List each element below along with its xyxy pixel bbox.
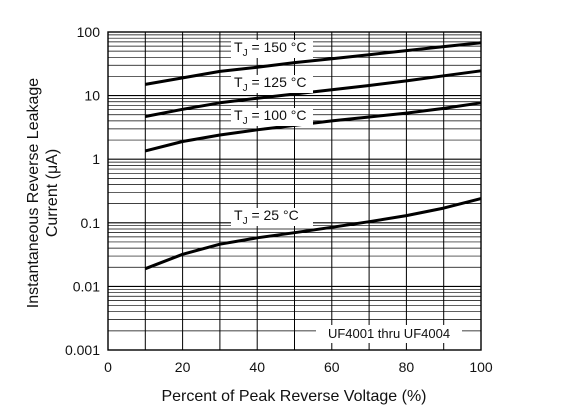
y-tick-label: 100 xyxy=(77,24,101,40)
y-axis-title-line2: Current (μA) xyxy=(44,149,61,237)
curves xyxy=(144,41,482,271)
series-label-3: TJ = 25 °C xyxy=(234,207,299,227)
x-tick-label: 100 xyxy=(469,359,493,375)
device-note: UF4001 thru UF4004 xyxy=(328,326,450,341)
axes: 0.001 0.01 0.1 1 10 100 0 20 40 60 80 100 xyxy=(65,24,493,375)
series-label-1: TJ = 125 °C xyxy=(234,74,306,94)
x-tick-label: 40 xyxy=(249,359,265,375)
x-tick-label: 80 xyxy=(399,359,415,375)
curve-label-bg xyxy=(231,75,313,93)
y-axis-title-line1: Instantaneous Reverse Leakage xyxy=(25,78,42,308)
curve-label-bg xyxy=(231,108,313,126)
labels: TJ = 150 °C TJ = 125 °C TJ = 100 °C TJ = 25… xyxy=(231,39,462,343)
series-curve-0 xyxy=(145,41,482,86)
grid xyxy=(107,32,482,351)
series-curve-1 xyxy=(145,69,482,118)
note-bg xyxy=(316,325,462,343)
curve-label-bg xyxy=(231,208,313,226)
series-label-2: TJ = 100 °C xyxy=(234,107,306,127)
curve-label-bg xyxy=(231,40,313,58)
y-tick-label: 0.01 xyxy=(73,278,100,294)
series-label-0: TJ = 150 °C xyxy=(234,39,306,59)
x-tick-label: 60 xyxy=(324,359,340,375)
y-tick-label: 1 xyxy=(92,151,100,167)
series-curve-3 xyxy=(144,197,482,271)
x-tick-label: 0 xyxy=(104,359,112,375)
y-tick-label: 10 xyxy=(84,88,100,104)
x-tick-label: 20 xyxy=(175,359,191,375)
y-tick-label: 0.1 xyxy=(81,215,101,231)
x-axis-title: Percent of Peak Reverse Voltage (%) xyxy=(161,388,426,405)
y-tick-label: 0.001 xyxy=(65,342,100,358)
series-curve-2 xyxy=(144,101,482,153)
plot-frame xyxy=(107,31,482,351)
